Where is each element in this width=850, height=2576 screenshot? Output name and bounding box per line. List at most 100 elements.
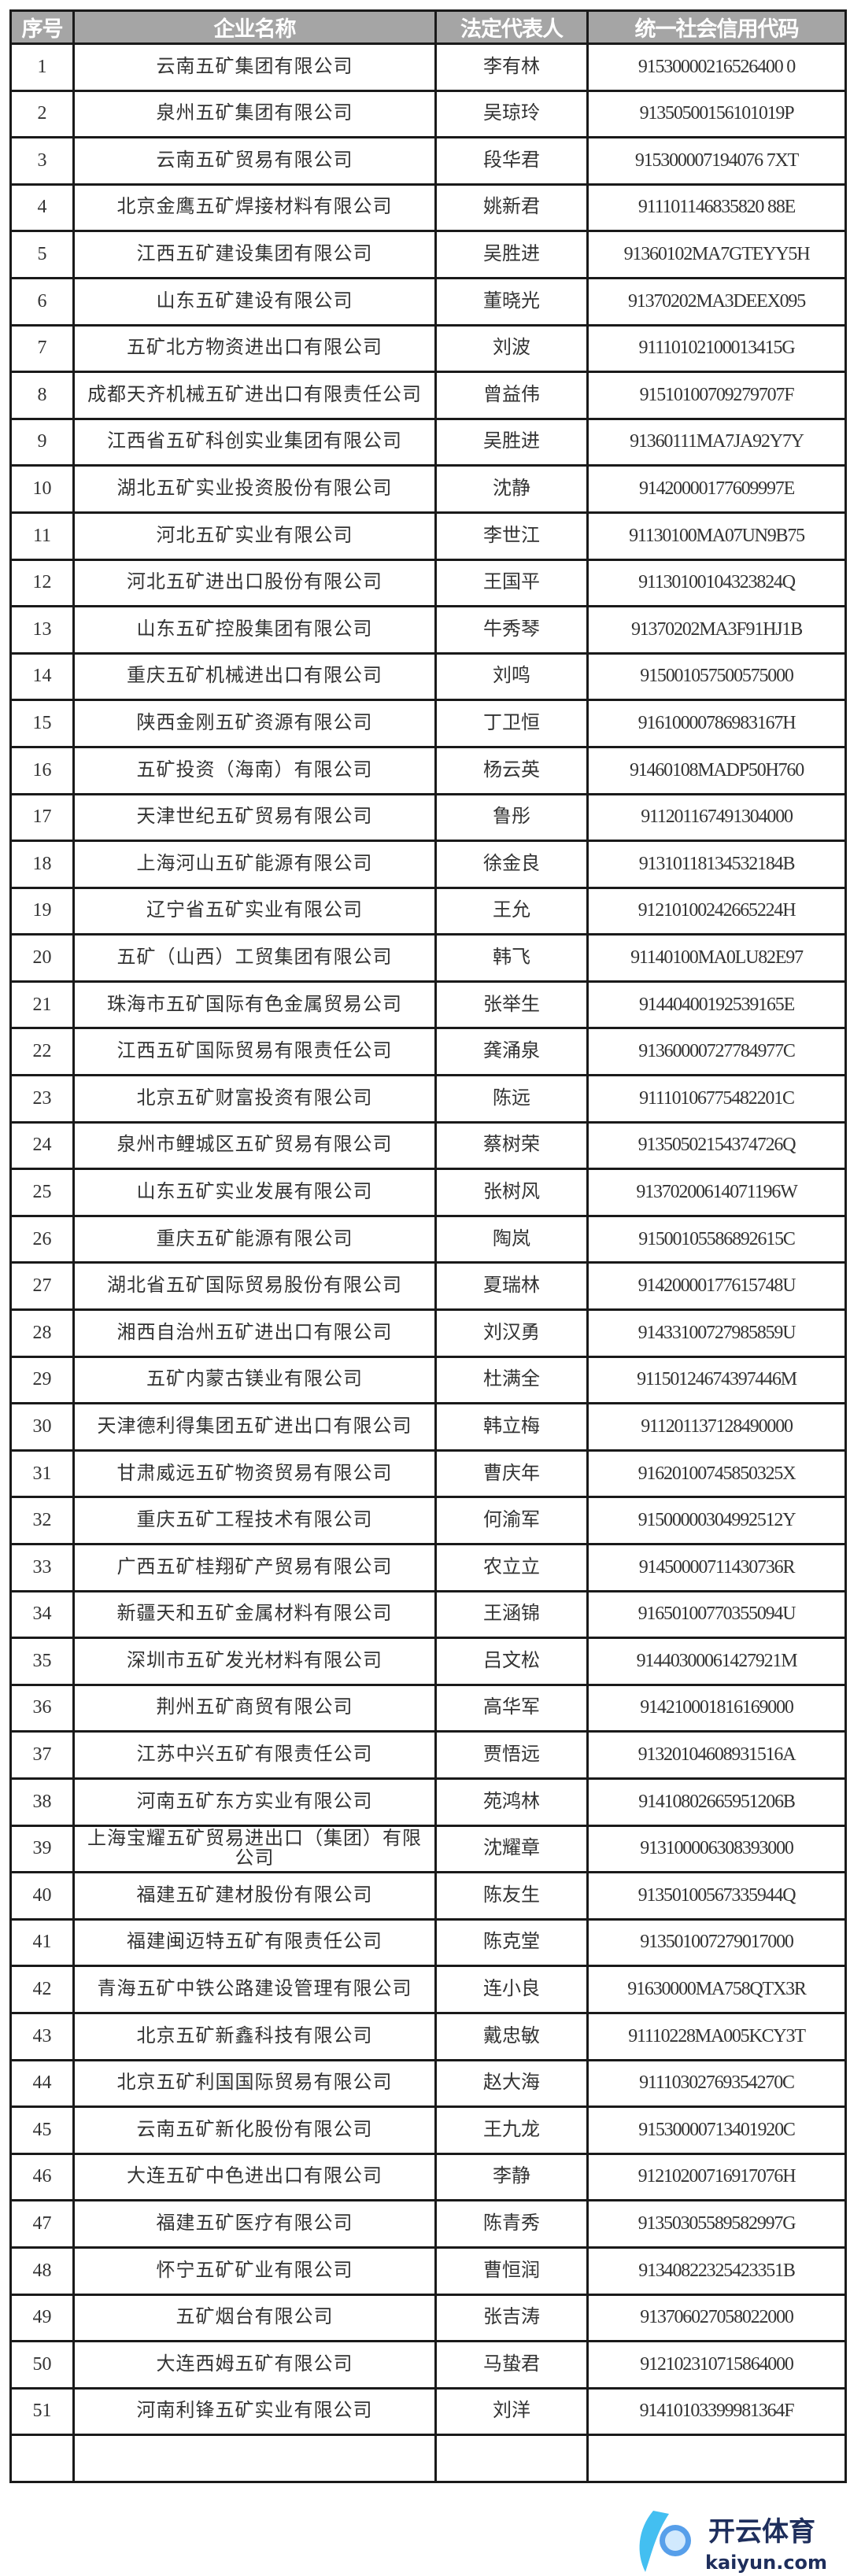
table-row: 38 河南五矿东方实业有限公司 苑鸿林 91410802665951206B: [9, 1777, 847, 1827]
credit-code: 91350100567335944Q: [586, 1871, 847, 1921]
company-name: 辽宁省五矿实业有限公司: [72, 886, 437, 936]
row-index: 15: [9, 699, 75, 748]
table-row: 20 五矿（山西）工贸集团有限公司 韩飞 91140100MA0LU82E97: [9, 933, 847, 983]
legal-representative: [434, 2434, 589, 2483]
legal-representative: 段华君: [434, 136, 589, 186]
row-index: 10: [9, 464, 75, 514]
table-row: 16 五矿投资（海南）有限公司 杨云英 91460108MADP50H760: [9, 745, 847, 795]
credit-code: 915001057500575000: [586, 651, 847, 702]
company-name: 云南五矿新化股份有限公司: [72, 2105, 437, 2155]
header-legal-representative: 法定代表人: [434, 9, 589, 45]
company-name: 新疆天和五矿金属材料有限公司: [72, 1589, 437, 1640]
logo-domain-text: kaiyun.com: [705, 2552, 827, 2574]
company-name: 江苏中兴五矿有限责任公司: [72, 1730, 437, 1780]
table-row: 44 北京五矿利国国际贸易有限公司 赵大海 91110302769354270C: [9, 2058, 847, 2109]
credit-code: 91110106775482201C: [586, 1074, 847, 1124]
legal-representative: 连小良: [434, 1965, 589, 2014]
table-row: 45 云南五矿新化股份有限公司 王九龙 91530000713401920C: [9, 2105, 847, 2155]
row-index: 24: [9, 1120, 75, 1171]
legal-representative: 吴胜进: [434, 417, 589, 467]
table-row: 27 湖北省五矿国际贸易股份有限公司 夏瑞林 91420000177615748U: [9, 1261, 847, 1312]
company-name: 重庆五矿工程技术有限公司: [72, 1496, 437, 1545]
company-name: 重庆五矿机械进出口有限公司: [72, 651, 437, 702]
credit-code: 91420000177615748U: [586, 1261, 847, 1312]
table-row: 30 天津德利得集团五矿进出口有限公司 韩立梅 911201137128490000: [9, 1402, 847, 1452]
company-name: 五矿烟台有限公司: [72, 2293, 437, 2343]
row-index: 7: [9, 323, 75, 374]
legal-representative: 赵大海: [434, 2058, 589, 2109]
row-index: 29: [9, 1355, 75, 1405]
table-row: 1 云南五矿集团有限公司 李有林 91530000216526400 0: [9, 42, 847, 92]
legal-representative: 沈耀章: [434, 1824, 589, 1874]
row-index: 12: [9, 558, 75, 608]
logo-k-swoosh: [639, 2511, 669, 2572]
table-row: 28 湘西自治州五矿进出口有限公司 刘汉勇 91433100727985859U: [9, 1308, 847, 1358]
legal-representative: 陈青秀: [434, 2199, 589, 2249]
row-index: 6: [9, 276, 75, 327]
row-index: 39: [9, 1824, 75, 1874]
company-name: 北京金鹰五矿焊接材料有限公司: [72, 183, 437, 233]
table-row: 10 湖北五矿实业投资股份有限公司 沈静 91420000177609997E: [9, 464, 847, 514]
legal-representative: 刘波: [434, 323, 589, 374]
row-index: 17: [9, 792, 75, 843]
credit-code: 91370202MA3F91HJ1B: [586, 605, 847, 655]
table-row: 35 深圳市五矿发光材料有限公司 吕文松 91440300061427921M: [9, 1637, 847, 1686]
company-name: 陕西金刚五矿资源有限公司: [72, 699, 437, 748]
header-index: 序号: [9, 9, 75, 45]
row-index: 1: [9, 42, 75, 92]
company-name: [72, 2434, 437, 2483]
row-index: 48: [9, 2246, 75, 2296]
table-body: 1 云南五矿集团有限公司 李有林 91530000216526400 0 2 泉州五矿集团…: [9, 42, 847, 2483]
company-name: 福建闽迈特五矿有限责任公司: [72, 1917, 437, 1968]
company-name: 江西省五矿科创实业集团有限公司: [72, 417, 437, 467]
credit-code: 911101146835820 88E: [586, 183, 847, 233]
table-row: 50 大连西姆五矿有限公司 马蛰君 912102310715864000: [9, 2340, 847, 2390]
company-name: 江西五矿国际贸易有限责任公司: [72, 1027, 437, 1077]
table-row: 33 广西五矿桂翔矿产贸易有限公司 农立立 91450000711430736R: [9, 1543, 847, 1592]
row-index: 26: [9, 1214, 75, 1264]
legal-representative: 何渝军: [434, 1496, 589, 1545]
company-name: 怀宁五矿矿业有限公司: [72, 2246, 437, 2296]
credit-code: 913100006308393000: [586, 1824, 847, 1874]
credit-code: 91530000216526400 0: [586, 42, 847, 92]
credit-code: 91610000786983167H: [586, 699, 847, 748]
credit-code: 91360000727784977C: [586, 1027, 847, 1077]
company-name: 云南五矿贸易有限公司: [72, 136, 437, 186]
company-name: 珠海市五矿国际有色金属贸易公司: [72, 980, 437, 1030]
company-name: 泉州五矿集团有限公司: [72, 89, 437, 139]
legal-representative: 刘鸣: [434, 651, 589, 702]
credit-code: 91620100745850325X: [586, 1449, 847, 1499]
table-row: 14 重庆五矿机械进出口有限公司 刘鸣 915001057500575000: [9, 651, 847, 702]
credit-code: 91410103399981364F: [586, 2386, 847, 2437]
company-name: 山东五矿控股集团有限公司: [72, 605, 437, 655]
company-name: 五矿内蒙古镁业有限公司: [72, 1355, 437, 1405]
credit-code: 91650100770355094U: [586, 1589, 847, 1640]
table-row: 51 河南利锋五矿实业有限公司 刘洋 91410103399981364F: [9, 2386, 847, 2437]
table-row: 49 五矿烟台有限公司 张吉涛 913706027058022000: [9, 2293, 847, 2343]
row-index: 47: [9, 2199, 75, 2249]
company-name: 云南五矿集团有限公司: [72, 42, 437, 92]
table-row: 25 山东五矿实业发展有限公司 张树风 91370200614071196W: [9, 1168, 847, 1217]
credit-code: 91500000304992512Y: [586, 1496, 847, 1545]
credit-code: 91370200614071196W: [586, 1168, 847, 1217]
legal-representative: 沈静: [434, 464, 589, 514]
legal-representative: 苑鸿林: [434, 1777, 589, 1827]
legal-representative: 张树风: [434, 1168, 589, 1217]
kaiyun-watermark-logo: 开云体育 kaiyun.com: [639, 2511, 827, 2574]
credit-code: 91320104608931516A: [586, 1730, 847, 1780]
credit-code: 91410802665951206B: [586, 1777, 847, 1827]
legal-representative: 陈友生: [434, 1871, 589, 1921]
company-name: 湖北省五矿国际贸易股份有限公司: [72, 1261, 437, 1312]
row-index: 16: [9, 745, 75, 795]
table-row: 39 上海宝耀五矿贸易进出口（集团）有限公司 沈耀章 9131000063083930…: [9, 1824, 847, 1874]
row-index: 36: [9, 1683, 75, 1733]
credit-code: 91110302769354270C: [586, 2058, 847, 2109]
legal-representative: 杨云英: [434, 745, 589, 795]
legal-representative: 王涵锦: [434, 1589, 589, 1640]
credit-code: 91360102MA7GTEYY5H: [586, 230, 847, 279]
table-row: 5 江西五矿建设集团有限公司 吴胜进 91360102MA7GTEYY5H: [9, 230, 847, 279]
credit-code: [586, 2434, 847, 2483]
row-index: 11: [9, 511, 75, 561]
legal-representative: 吴胜进: [434, 230, 589, 279]
table-row: 12 河北五矿进出口股份有限公司 王国平 91130100104323824Q: [9, 558, 847, 608]
